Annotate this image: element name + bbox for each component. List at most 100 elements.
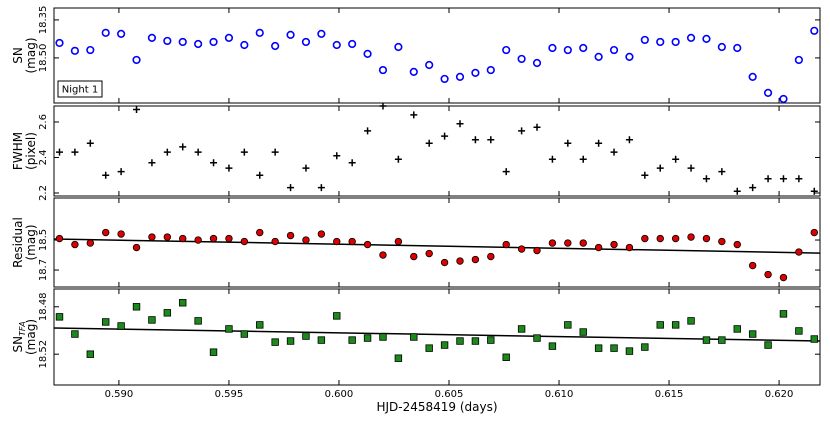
data-point [795, 175, 803, 183]
data-point [610, 240, 618, 249]
data-point [333, 152, 341, 160]
data-point [733, 325, 741, 333]
data-point [55, 234, 64, 243]
data-point [533, 123, 541, 131]
data-point [225, 234, 233, 243]
data-point [702, 234, 711, 243]
data-point [255, 28, 264, 37]
y-axis-label: (pixel) [24, 132, 38, 170]
data-point [240, 237, 249, 246]
data-point [502, 45, 511, 55]
data-point [117, 322, 125, 330]
data-point [163, 309, 172, 317]
panel-frame [53, 197, 821, 288]
data-point [86, 45, 95, 55]
data-point [271, 338, 279, 346]
data-point [579, 239, 587, 247]
y-axis-label: (mag) [24, 319, 38, 355]
panel-frame [53, 288, 821, 386]
data-point [332, 40, 341, 50]
data-point [132, 243, 141, 252]
y-axis-label-part: SN [11, 336, 25, 353]
data-point [348, 159, 356, 167]
data-point [301, 37, 311, 47]
data-point [425, 60, 434, 70]
data-point [717, 42, 726, 52]
data-point [517, 325, 526, 333]
data-point [641, 234, 649, 243]
data-point [209, 348, 218, 356]
data-point [610, 148, 618, 156]
data-point [579, 328, 587, 336]
data-point [487, 336, 495, 344]
data-point [425, 249, 433, 258]
data-point [487, 252, 495, 261]
data-point [302, 236, 310, 244]
data-point [502, 353, 510, 361]
data-point [410, 333, 418, 341]
data-point [795, 248, 803, 256]
y-axis-label: Residual [11, 217, 25, 268]
data-point [579, 43, 588, 53]
data-point [595, 139, 603, 147]
data-point [224, 33, 234, 42]
data-point [779, 273, 788, 282]
data-point [240, 330, 249, 338]
data-point [441, 132, 449, 140]
data-point [132, 303, 141, 311]
y-tick-label: 18.50 [38, 44, 49, 73]
data-point [748, 330, 757, 338]
data-point [133, 106, 141, 114]
data-point [271, 148, 279, 156]
data-point [748, 261, 757, 270]
data-point [286, 231, 295, 240]
data-point [733, 43, 742, 53]
data-point [671, 37, 680, 47]
data-point [779, 175, 787, 183]
data-point [210, 159, 218, 167]
data-point [194, 236, 202, 244]
data-point [148, 233, 156, 241]
data-point [686, 33, 696, 42]
data-point [102, 228, 110, 237]
data-point [287, 184, 295, 192]
data-point [55, 313, 64, 321]
data-point [718, 168, 726, 176]
data-point [163, 233, 172, 241]
data-point [333, 312, 341, 320]
data-point [779, 94, 788, 104]
data-point [548, 239, 557, 247]
data-point [410, 111, 418, 119]
data-point [487, 136, 495, 144]
annotation-box [57, 80, 103, 98]
data-point [625, 243, 634, 252]
data-point [348, 336, 356, 344]
y-axis-label-part: (pixel) [24, 132, 38, 170]
x-tick-label: 0.615 [655, 389, 684, 400]
x-tick-label: 0.595 [215, 389, 244, 400]
y-axis-label-part: (mag) [24, 224, 38, 260]
data-point [563, 45, 572, 55]
data-point [794, 55, 803, 65]
data-point [810, 26, 819, 35]
data-point [363, 334, 372, 342]
data-point [564, 239, 572, 247]
data-point [317, 230, 326, 238]
data-point [117, 230, 125, 238]
data-point [148, 316, 156, 324]
data-point [594, 344, 603, 352]
data-point [256, 228, 264, 237]
data-point [456, 120, 464, 128]
data-point [317, 29, 326, 38]
data-point [609, 45, 619, 55]
data-point [517, 54, 526, 64]
data-point [56, 148, 64, 156]
data-point [471, 68, 480, 77]
data-point [394, 42, 403, 52]
data-point [564, 321, 572, 329]
y-tick-label: 18.5 [38, 229, 49, 251]
y-tick-label: 18.52 [38, 340, 49, 369]
data-point [656, 234, 664, 243]
data-point [101, 28, 110, 37]
data-point [271, 237, 279, 246]
